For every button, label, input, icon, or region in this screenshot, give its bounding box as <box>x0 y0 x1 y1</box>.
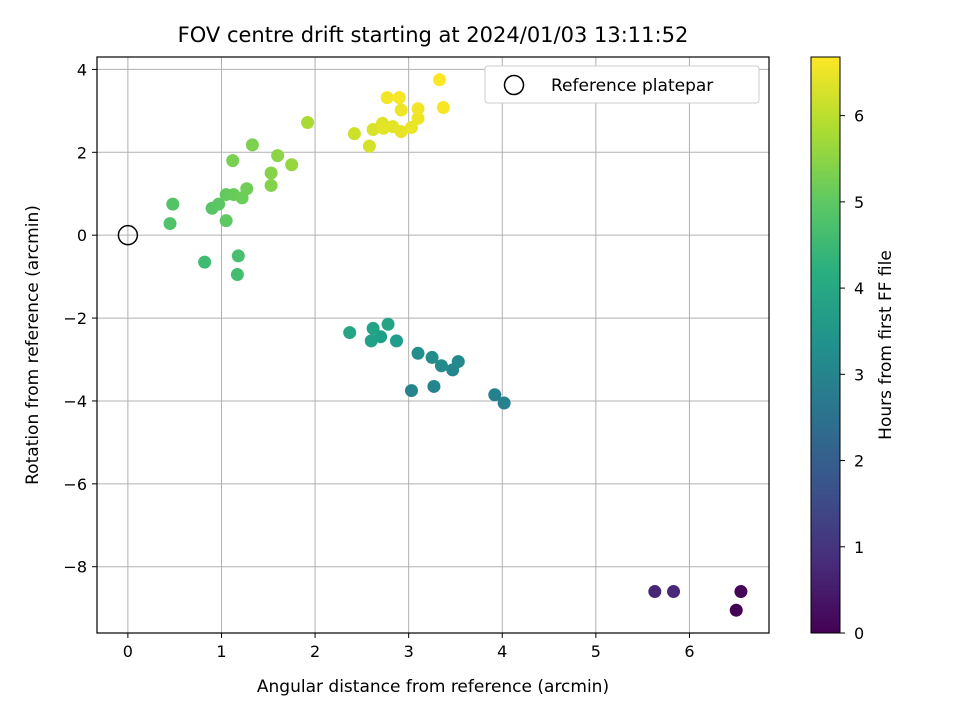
scatter-point <box>240 182 254 196</box>
scatter-point <box>394 103 408 117</box>
scatter-point <box>301 115 315 129</box>
scatter-point <box>212 197 226 211</box>
x-tick-label: 1 <box>216 642 226 661</box>
x-tick-label: 5 <box>591 642 601 661</box>
scatter-point <box>219 214 233 228</box>
y-tick-label: −6 <box>63 475 87 494</box>
x-axis-ticks: 0 1 2 3 4 5 6 <box>123 633 695 661</box>
scatter-point <box>394 125 408 139</box>
y-tick-label: 0 <box>77 226 87 245</box>
scatter-point <box>436 101 450 115</box>
scatter-point <box>411 111 425 125</box>
plot-frame <box>96 56 770 634</box>
colorbar-tick-label: 0 <box>854 624 864 643</box>
scatter-point <box>264 178 278 192</box>
scatter-points <box>163 73 748 617</box>
scatter-point <box>729 603 743 617</box>
scatter-point <box>380 91 394 105</box>
scatter-point <box>163 217 177 231</box>
colorbar-ticks: 0 1 2 3 4 5 6 <box>840 107 864 643</box>
x-tick-label: 3 <box>404 642 414 661</box>
scatter-point <box>734 585 748 599</box>
scatter-point <box>166 197 180 211</box>
y-tick-label: 4 <box>77 60 87 79</box>
scatter-point <box>433 73 447 87</box>
y-axis-ticks: −8 −6 −4 −2 0 2 4 <box>63 60 97 577</box>
scatter-point <box>404 384 418 398</box>
scatter-point <box>648 585 662 599</box>
y-tick-label: −8 <box>63 558 87 577</box>
scatter-point <box>285 158 299 172</box>
x-tick-label: 2 <box>310 642 320 661</box>
grid <box>97 57 769 633</box>
legend: Reference platepar <box>484 65 760 104</box>
scatter-point <box>667 585 681 599</box>
colorbar-tick-label: 4 <box>854 279 864 298</box>
scatter-point <box>366 123 380 137</box>
scatter-point <box>343 326 357 340</box>
scatter-point <box>362 139 376 153</box>
colorbar-tick-label: 2 <box>854 452 864 471</box>
scatter-point <box>364 334 378 348</box>
scatter-point <box>347 127 361 141</box>
scatter-point <box>198 255 212 269</box>
scatter-point <box>226 154 240 168</box>
x-tick-label: 0 <box>123 642 133 661</box>
chart-title: FOV centre drift starting at 2024/01/03 … <box>178 23 689 47</box>
reference-point-marker <box>117 224 139 246</box>
scatter-point <box>497 396 511 410</box>
scatter-point <box>245 138 259 152</box>
scatter-point <box>389 334 403 348</box>
scatter-point <box>434 359 448 373</box>
scatter-point <box>425 350 439 364</box>
scatter-point <box>411 102 425 116</box>
colorbar <box>810 56 841 634</box>
x-axis-label: Angular distance from reference (arcmin) <box>257 677 609 697</box>
scatter-point <box>451 355 465 369</box>
scatter-point <box>392 91 406 105</box>
x-tick-label: 6 <box>684 642 694 661</box>
colorbar-tick-label: 5 <box>854 193 864 212</box>
legend-label: Reference platepar <box>551 76 713 96</box>
colorbar-tick-label: 1 <box>854 538 864 557</box>
colorbar-label: Hours from first FF file <box>876 250 896 440</box>
scatter-point <box>381 317 395 331</box>
scatter-point <box>264 166 278 180</box>
scatter-point <box>366 321 380 335</box>
colorbar-tick-label: 3 <box>854 365 864 384</box>
scatter-point <box>230 268 244 282</box>
scatter-point <box>411 346 425 360</box>
y-tick-label: −2 <box>63 309 87 328</box>
colorbar-tick-label: 6 <box>854 107 864 126</box>
scatter-point <box>271 149 285 163</box>
legend-marker-icon <box>503 74 525 96</box>
scatter-point <box>404 120 418 134</box>
scatter-point <box>427 379 441 393</box>
y-tick-label: −4 <box>63 392 87 411</box>
x-tick-label: 4 <box>497 642 507 661</box>
scatter-point <box>488 388 502 402</box>
legend-box <box>484 65 760 104</box>
y-axis-label: Rotation from reference (arcmin) <box>23 205 43 485</box>
scatter-point <box>231 249 245 263</box>
y-tick-label: 2 <box>77 143 87 162</box>
